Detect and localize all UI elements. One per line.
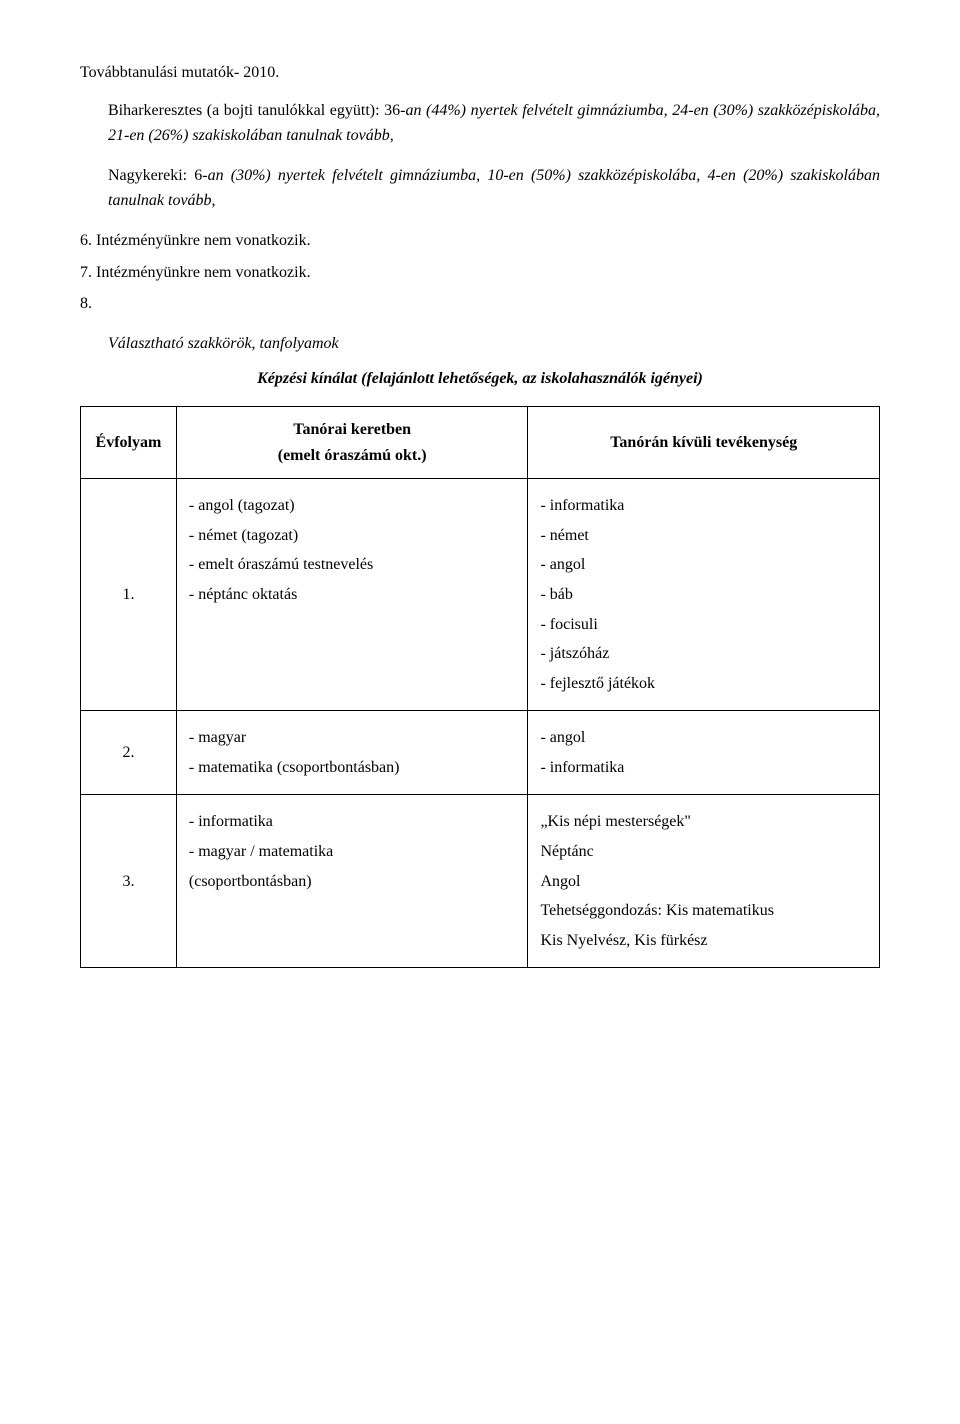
row-left-cell: - angol (tagozat) - német (tagozat) - emel… [176, 479, 528, 711]
cell-line: - fejlesztő játékok [540, 671, 867, 697]
section-title: Választható szakkörök, tanfolyamok [80, 331, 880, 357]
header-tanorai-line1: Tanórai keretben [189, 417, 516, 443]
cell-line: Kis Nyelvész, Kis fürkész [540, 928, 867, 954]
cell-line: Néptánc [540, 839, 867, 865]
row-right-cell: „Kis népi mesterségek" Néptánc Angol Tehets… [528, 795, 880, 968]
cell-line: - magyar [189, 725, 516, 751]
cell-line: - magyar / matematika [189, 839, 516, 865]
cell-line: - informatika [189, 809, 516, 835]
cell-line: - informatika [540, 755, 867, 781]
row-number: 2. [81, 711, 177, 795]
numbered-7: 7. Intézményünkre nem vonatkozik. [80, 260, 880, 286]
header-tanoran-kivuli: Tanórán kívüli tevékenység [528, 406, 880, 478]
cell-line: - angol (tagozat) [189, 493, 516, 519]
table-caption: Képzési kínálat (felajánlott lehetőségek… [80, 366, 880, 392]
cell-line: - báb [540, 582, 867, 608]
curriculum-table: Évfolyam Tanórai keretben (emelt óraszám… [80, 406, 880, 969]
row-left-cell: - magyar - matematika (csoportbontásban) [176, 711, 528, 795]
table-row: 1. - angol (tagozat) - német (tagozat) - em… [81, 479, 880, 711]
numbered-6: 6. Intézményünkre nem vonatkozik. [80, 228, 880, 254]
table-header-row: Évfolyam Tanórai keretben (emelt óraszám… [81, 406, 880, 478]
page-heading: Továbbtanulási mutatók- 2010. [80, 60, 880, 86]
header-tanorai-line2: (emelt óraszámú okt.) [189, 443, 516, 469]
p1-part-a: Biharkeresztes (a bojti tanulókkal együt… [108, 102, 400, 119]
row-number: 3. [81, 795, 177, 968]
paragraph-nagykereki: Nagykereki: 6-an (30%) nyertek felvételt… [80, 163, 880, 214]
cell-line: - informatika [540, 493, 867, 519]
cell-line: - néptánc oktatás [189, 582, 516, 608]
row-number: 1. [81, 479, 177, 711]
cell-line: - emelt óraszámú testnevelés [189, 552, 516, 578]
cell-line: - német [540, 523, 867, 549]
row-right-cell: - informatika - német - angol - báb - focisu… [528, 479, 880, 711]
cell-line: - matematika (csoportbontásban) [189, 755, 516, 781]
header-tanorai: Tanórai keretben (emelt óraszámú okt.) [176, 406, 528, 478]
paragraph-biharkeresztes: Biharkeresztes (a bojti tanulókkal együt… [80, 98, 880, 149]
cell-line: - angol [540, 552, 867, 578]
cell-line: - angol [540, 725, 867, 751]
row-right-cell: - angol - informatika [528, 711, 880, 795]
cell-line: - focisuli [540, 612, 867, 638]
cell-line: - játszóház [540, 641, 867, 667]
cell-line: - német (tagozat) [189, 523, 516, 549]
cell-line: (csoportbontásban) [189, 869, 516, 895]
cell-line: Tehetséggondozás: Kis matematikus [540, 898, 867, 924]
table-row: 3. - informatika - magyar / matematika (cso… [81, 795, 880, 968]
header-evfolyam: Évfolyam [81, 406, 177, 478]
table-row: 2. - magyar - matematika (csoportbontásban… [81, 711, 880, 795]
cell-line: „Kis népi mesterségek" [540, 809, 867, 835]
row-left-cell: - informatika - magyar / matematika (csopo… [176, 795, 528, 968]
cell-line: Angol [540, 869, 867, 895]
p2-part-a: Nagykereki: 6 [108, 167, 202, 184]
p2-part-b: -an (30%) nyertek felvételt gimnáziumba,… [108, 167, 880, 210]
numbered-8: 8. [80, 291, 880, 317]
